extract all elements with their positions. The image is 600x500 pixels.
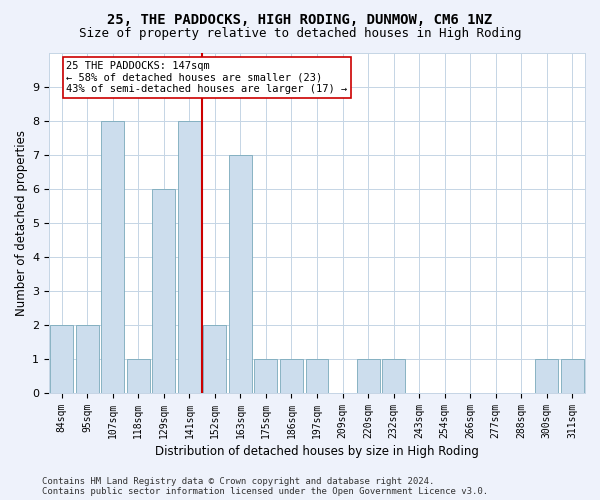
Bar <box>535 358 558 392</box>
Bar <box>356 358 380 392</box>
Bar <box>382 358 405 392</box>
Bar <box>203 324 226 392</box>
Text: Size of property relative to detached houses in High Roding: Size of property relative to detached ho… <box>79 28 521 40</box>
Bar <box>254 358 277 392</box>
Text: 25, THE PADDOCKS, HIGH RODING, DUNMOW, CM6 1NZ: 25, THE PADDOCKS, HIGH RODING, DUNMOW, C… <box>107 12 493 26</box>
Bar <box>178 120 201 392</box>
Text: 25 THE PADDOCKS: 147sqm
← 58% of detached houses are smaller (23)
43% of semi-de: 25 THE PADDOCKS: 147sqm ← 58% of detache… <box>67 61 347 94</box>
Bar <box>50 324 73 392</box>
Bar <box>152 188 175 392</box>
Bar <box>127 358 150 392</box>
Bar <box>561 358 584 392</box>
X-axis label: Distribution of detached houses by size in High Roding: Distribution of detached houses by size … <box>155 444 479 458</box>
Bar <box>229 154 252 392</box>
Bar <box>280 358 303 392</box>
Y-axis label: Number of detached properties: Number of detached properties <box>15 130 28 316</box>
Bar <box>101 120 124 392</box>
Text: Contains HM Land Registry data © Crown copyright and database right 2024.
Contai: Contains HM Land Registry data © Crown c… <box>42 476 488 496</box>
Bar <box>76 324 99 392</box>
Bar <box>305 358 328 392</box>
